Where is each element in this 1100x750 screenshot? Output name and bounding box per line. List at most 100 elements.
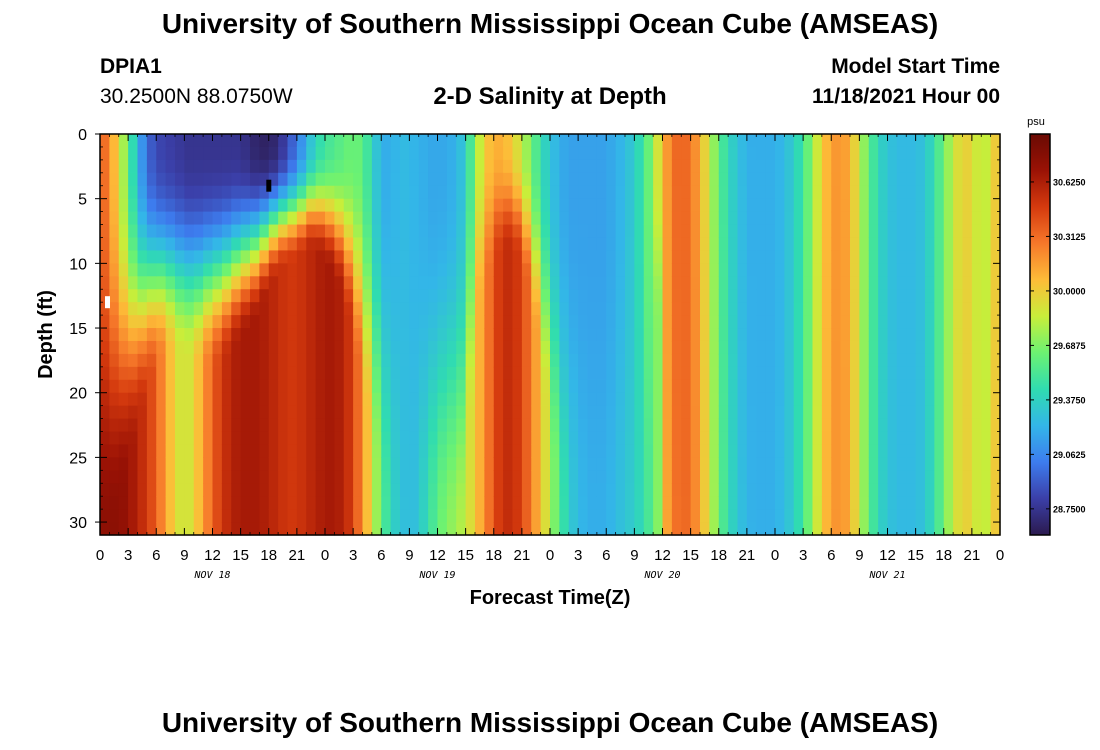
heatmap-cell (521, 276, 532, 290)
heatmap-cell (437, 211, 448, 226)
heatmap-cell (540, 302, 551, 316)
heatmap-cell (906, 522, 917, 536)
heatmap-cell (184, 289, 195, 303)
heatmap-cell (315, 315, 326, 329)
heatmap-cell (418, 522, 429, 536)
heatmap-cell (428, 224, 439, 239)
heatmap-cell (803, 496, 814, 510)
heatmap-cell (390, 483, 401, 497)
heatmap-cell (559, 263, 570, 277)
heatmap-cell (812, 405, 823, 420)
heatmap-cell (259, 366, 270, 381)
heatmap-cell (643, 496, 654, 510)
heatmap-cell (343, 405, 354, 420)
heatmap-cell (540, 315, 551, 329)
heatmap-cell (850, 276, 860, 290)
heatmap-cell (587, 366, 598, 381)
heatmap-cell (484, 418, 495, 433)
heatmap-cell (653, 159, 664, 174)
heatmap-cell (850, 250, 860, 264)
heatmap-cell (325, 224, 335, 239)
heatmap-cell (812, 302, 823, 316)
heatmap-cell (878, 379, 889, 394)
heatmap-cell (868, 509, 879, 523)
heatmap-cell (700, 224, 710, 239)
heatmap-cell (371, 237, 382, 252)
heatmap-cell (990, 263, 1001, 277)
heatmap-cell (437, 483, 448, 497)
heatmap-cell (943, 276, 954, 290)
heatmap-cell (503, 289, 514, 303)
heatmap-cell (775, 366, 785, 381)
heatmap-cell (596, 185, 607, 200)
heatmap-cell (315, 134, 326, 148)
heatmap-cell (971, 146, 982, 161)
heatmap-cell (765, 198, 776, 213)
heatmap-cell (165, 159, 176, 174)
heatmap-cell (390, 198, 401, 213)
heatmap-cell (400, 185, 410, 200)
heatmap-cell (718, 224, 729, 239)
heatmap-cell (831, 224, 842, 239)
heatmap-cell (906, 457, 917, 471)
heatmap-cell (878, 366, 889, 381)
heatmap-cell (475, 457, 485, 471)
heatmap-cell (615, 146, 626, 161)
heatmap-cell (887, 470, 898, 484)
heatmap-cell (221, 444, 232, 458)
heatmap-cell (962, 159, 973, 174)
heatmap-cell (990, 224, 1001, 239)
heatmap-cell (259, 211, 270, 226)
heatmap-cell (212, 146, 223, 161)
heatmap-cell (184, 250, 195, 264)
heatmap-cell (934, 198, 945, 213)
heatmap-cell (550, 405, 560, 420)
heatmap-cell (634, 211, 645, 226)
colorbar-tick-label: 29.0625 (1053, 450, 1086, 460)
heatmap-cell (100, 224, 110, 239)
heatmap-cell (662, 315, 673, 329)
heatmap-cell (362, 509, 373, 523)
heatmap-cell (315, 250, 326, 264)
heatmap-cell (371, 146, 382, 161)
heatmap-cell (400, 379, 410, 394)
heatmap-cell (775, 315, 785, 329)
heatmap-cell (100, 353, 110, 368)
heatmap-cell (240, 146, 251, 161)
heatmap-cell (503, 483, 514, 497)
heatmap-cell (653, 315, 664, 329)
heatmap-cell (859, 444, 870, 458)
heatmap-cell (203, 431, 214, 446)
heatmap-cell (362, 496, 373, 510)
heatmap-cell (775, 509, 785, 523)
heatmap-cell (596, 353, 607, 368)
heatmap-cell (493, 315, 504, 329)
heatmap-cell (184, 392, 195, 407)
heatmap-cell (953, 198, 964, 213)
heatmap-cell (728, 172, 739, 187)
heatmap-cell (850, 509, 860, 523)
heatmap-cell (784, 159, 795, 174)
heatmap-cell (137, 159, 148, 174)
heatmap-cell (428, 328, 439, 342)
heatmap-cell (700, 276, 710, 290)
heatmap-cell (803, 431, 814, 446)
heatmap-cell (512, 353, 523, 368)
heatmap-cell (728, 237, 739, 252)
heatmap-cell (878, 224, 889, 239)
heatmap-cell (793, 211, 804, 226)
heatmap-cell (868, 302, 879, 316)
heatmap-cell (953, 418, 964, 433)
heatmap-cell (756, 250, 767, 264)
heatmap-cell (521, 198, 532, 213)
heatmap-cell (465, 366, 476, 381)
heatmap-cell (962, 353, 973, 368)
heatmap-cell (531, 250, 542, 264)
heatmap-cell (381, 444, 392, 458)
heatmap-cell (306, 146, 317, 161)
heatmap-cell (203, 185, 214, 200)
heatmap-cell (184, 457, 195, 471)
heatmap-cell (446, 211, 457, 226)
heatmap-cell (334, 134, 345, 148)
heatmap-cell (868, 366, 879, 381)
